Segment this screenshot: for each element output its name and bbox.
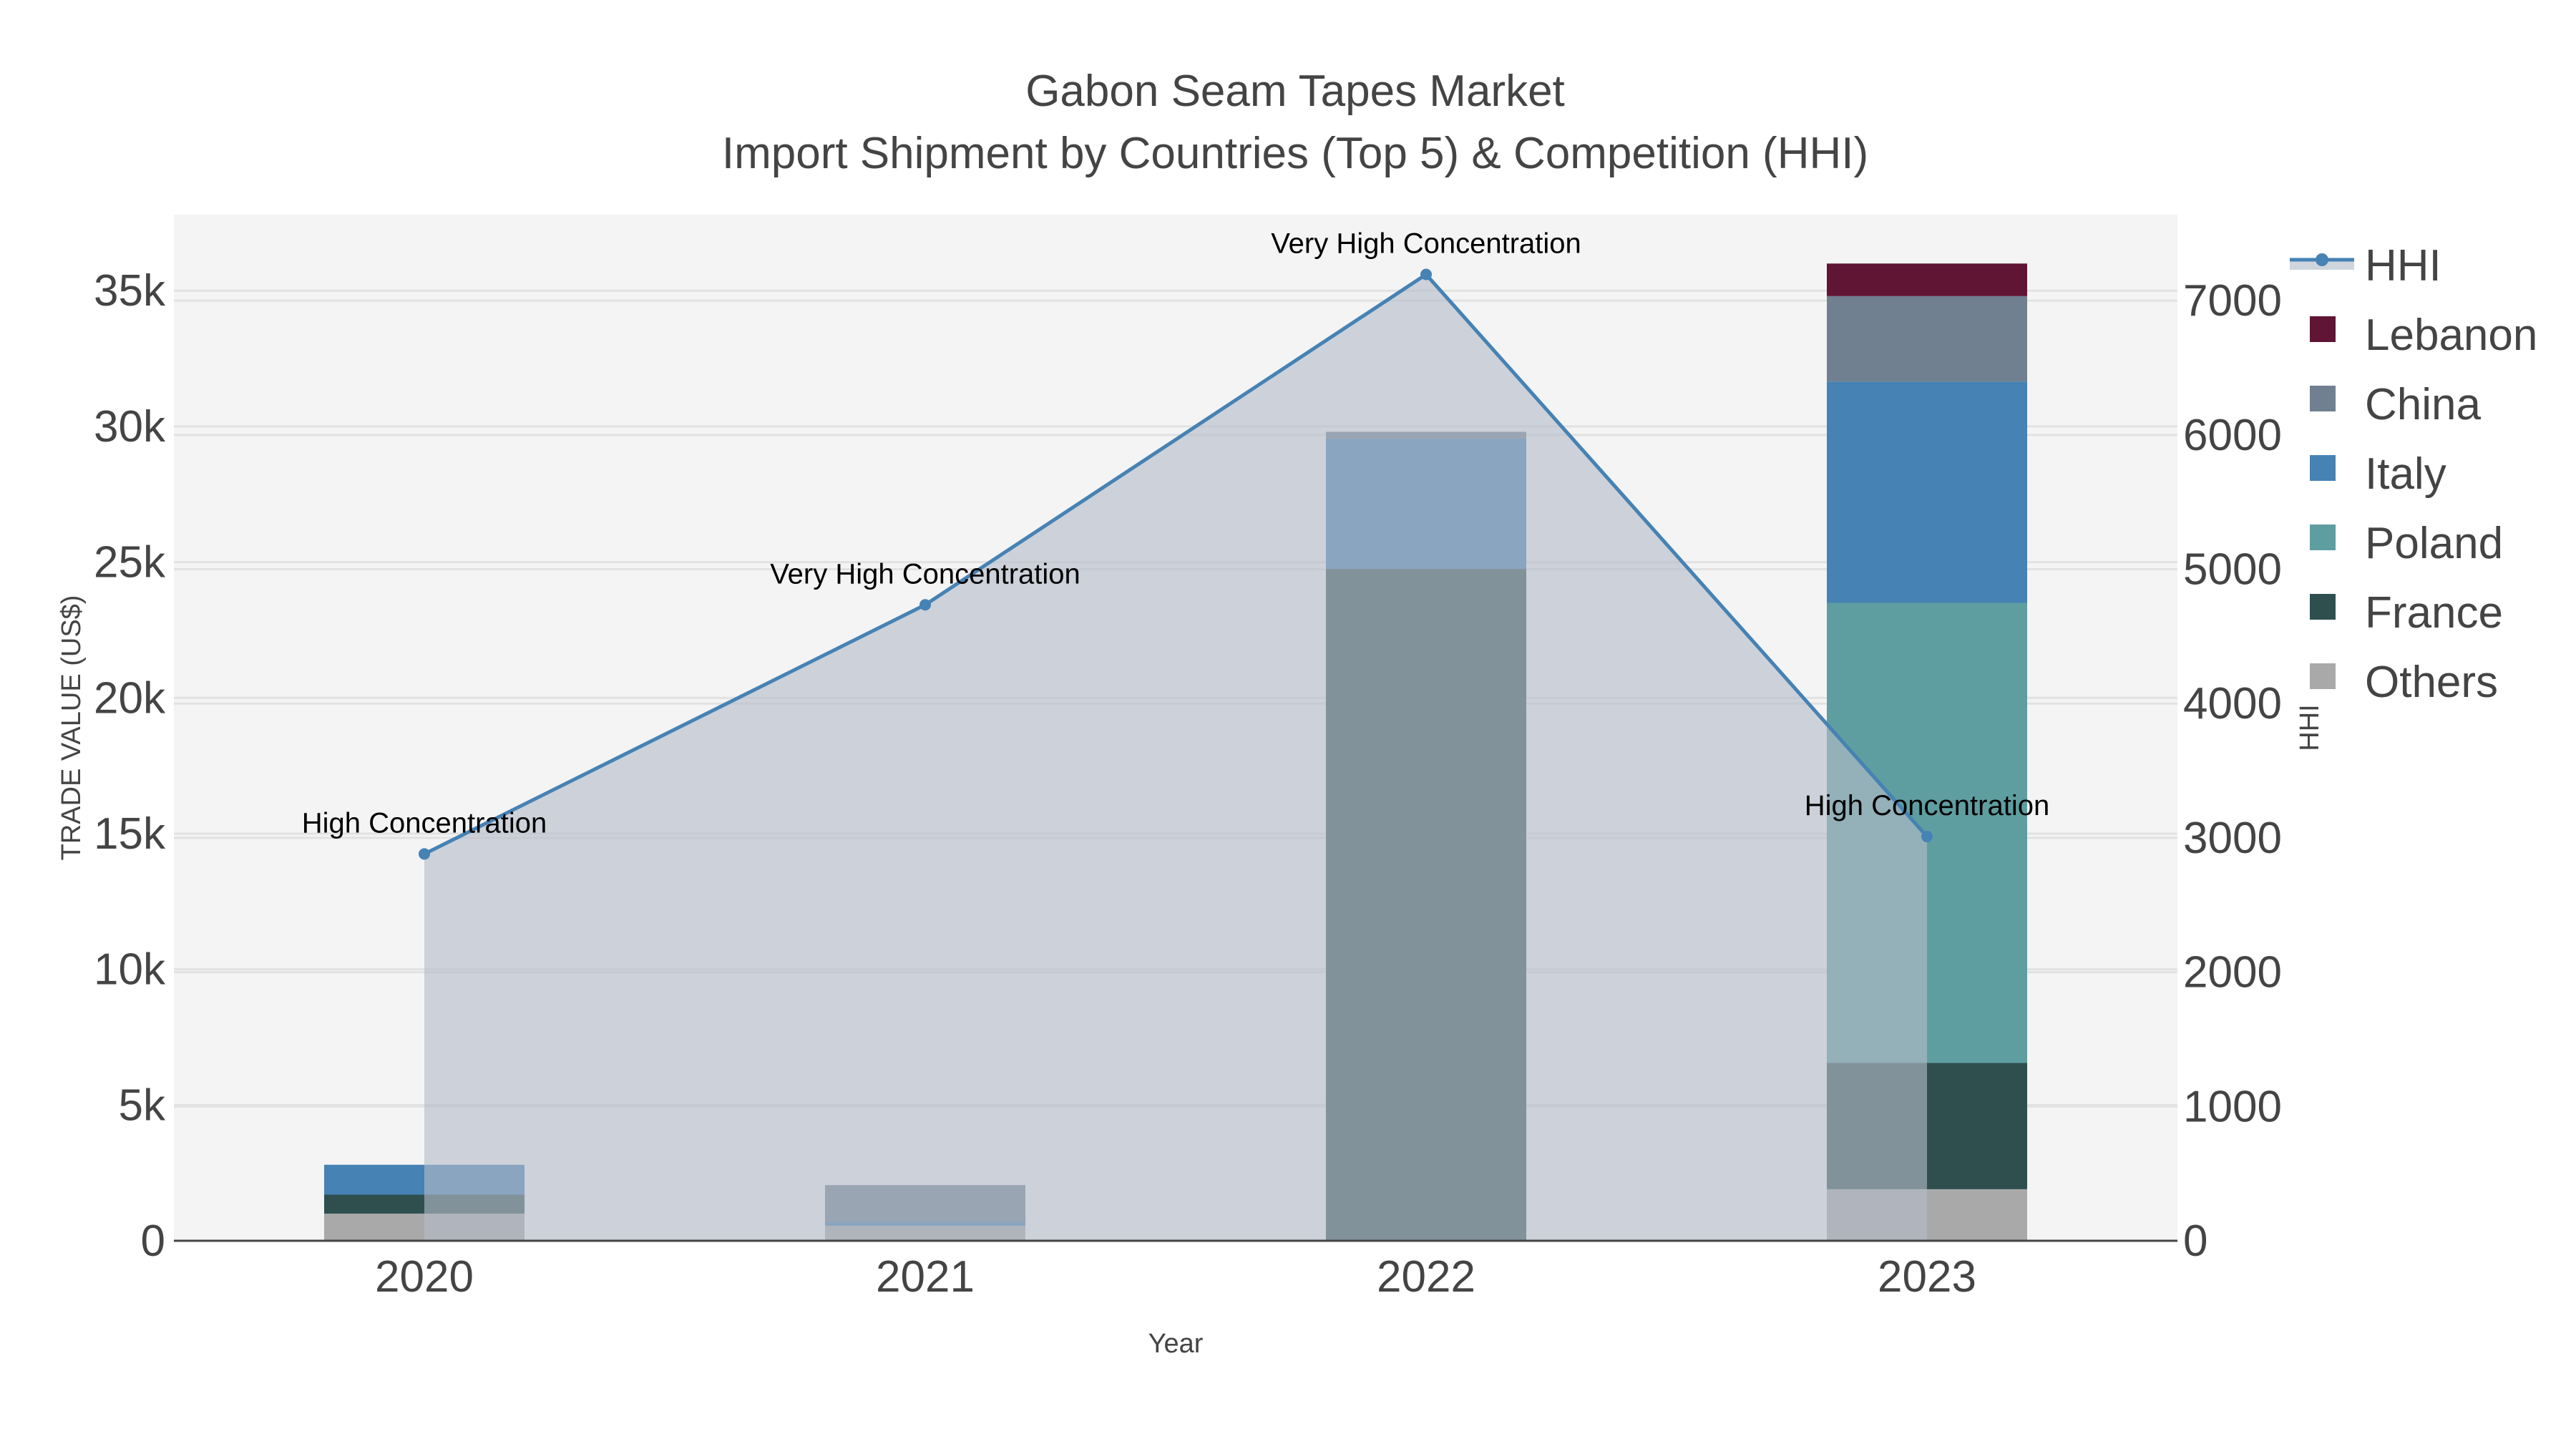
y-right-tick-label: 7000 — [2183, 276, 2282, 326]
legend-swatch-icon — [2310, 594, 2336, 620]
legend-item-others[interactable]: Others — [2310, 658, 2498, 707]
hhi-annotation: High Concentration — [302, 807, 547, 839]
x-tick-label: 2021 — [876, 1252, 975, 1302]
y-right-tick-label: 2000 — [2183, 948, 2282, 997]
legend-item-hhi[interactable]: HHI — [2290, 241, 2441, 291]
y-right-tick-label: 3000 — [2183, 814, 2282, 863]
hhi-marker — [419, 848, 430, 860]
legend-item-france[interactable]: France — [2310, 588, 2503, 638]
y-axis-left: 0 5k 10k 15k 20k 25k 30k 35k — [94, 266, 166, 1266]
legend-label: Others — [2365, 658, 2498, 707]
legend-label: China — [2365, 380, 2482, 429]
hhi-marker — [919, 599, 931, 611]
hhi-polyline — [423, 272, 1928, 856]
y-left-tick-label: 25k — [94, 538, 166, 587]
legend-swatch-icon — [2310, 386, 2336, 411]
y-left-tick-label: 5k — [119, 1080, 166, 1130]
hhi-marker — [1420, 268, 1432, 280]
chart-title: Gabon Seam Tapes Market — [1025, 67, 1565, 116]
x-tick-label: 2020 — [375, 1252, 474, 1302]
y-left-tick-label: 20k — [94, 673, 166, 723]
y-axis-right: 0 1000 2000 3000 4000 5000 6000 7000 — [2183, 276, 2282, 1266]
y-left-tick-label: 15k — [94, 809, 166, 859]
legend-swatch-icon — [2310, 316, 2336, 342]
y-right-tick-label: 1000 — [2183, 1082, 2282, 1131]
legend-swatch-icon — [2310, 663, 2336, 689]
legend-swatch-icon — [2310, 525, 2336, 550]
x-axis-title: Year — [1148, 1329, 1204, 1359]
chart-subtitle: Import Shipment by Countries (Top 5) & C… — [722, 129, 1868, 178]
y-left-tick-label: 30k — [94, 402, 166, 452]
legend-hhi-marker-icon — [2316, 253, 2328, 266]
hhi-area-fill — [424, 274, 1927, 1241]
legend-label: Italy — [2365, 449, 2446, 499]
x-tick-label: 2022 — [1377, 1252, 1475, 1302]
legend-item-poland[interactable]: Poland — [2310, 519, 2503, 568]
y-right-tick-label: 4000 — [2183, 679, 2282, 728]
hhi-marker — [1921, 831, 1933, 843]
hhi-annotation: Very High Concentration — [1271, 228, 1581, 260]
x-axis: 2020 2021 2022 2023 — [375, 1252, 1976, 1302]
legend-label: Poland — [2365, 519, 2503, 568]
legend-label: Lebanon — [2365, 311, 2537, 360]
y-left-tick-label: 35k — [94, 266, 166, 316]
hhi-line — [419, 268, 1933, 860]
hhi-annotation: High Concentration — [1805, 790, 2049, 821]
bar-segment-italy — [1827, 381, 2027, 603]
y-right-tick-label: 6000 — [2183, 411, 2282, 460]
legend-label: France — [2365, 588, 2503, 638]
y-right-tick-label: 0 — [2183, 1216, 2207, 1266]
y-right-tick-label: 5000 — [2183, 545, 2282, 595]
bar-segment-lebanon — [1827, 263, 2027, 296]
legend-item-italy[interactable]: Italy — [2310, 449, 2446, 499]
legend-item-china[interactable]: China — [2310, 380, 2482, 429]
y-left-tick-label: 10k — [94, 945, 166, 995]
legend-swatch-icon — [2310, 455, 2336, 481]
hhi-annotation: Very High Concentration — [770, 558, 1080, 590]
y-left-tick-label: 0 — [141, 1216, 165, 1266]
annotations: High Concentration Very High Concentratio… — [302, 228, 2049, 839]
legend-item-lebanon[interactable]: Lebanon — [2310, 311, 2537, 360]
y-axis-left-title: TRADE VALUE (US$) — [57, 595, 87, 861]
y-axis-right-title: HHI — [2295, 704, 2325, 751]
legend-label: HHI — [2365, 241, 2441, 291]
hhi-area — [424, 274, 1927, 1241]
x-tick-label: 2023 — [1878, 1252, 1976, 1302]
legend: HHI Lebanon China Italy Poland France Others — [2290, 241, 2537, 707]
bar-segment-china — [1827, 296, 2027, 382]
